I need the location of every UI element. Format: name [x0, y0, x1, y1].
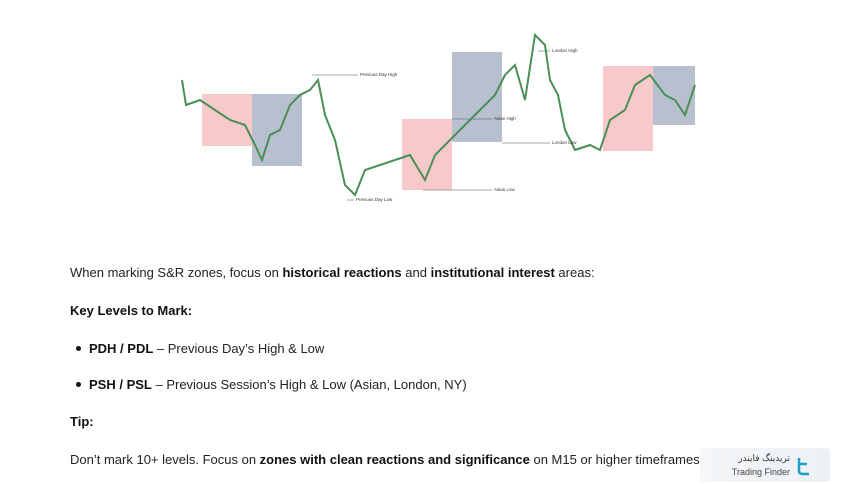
- zone: [603, 66, 653, 151]
- logo-icon: [797, 458, 809, 476]
- text: areas:: [554, 265, 595, 280]
- bullet-dot: [76, 346, 81, 351]
- bold-text: PSH / PSL: [89, 377, 152, 392]
- chart-image: Previous Day High London High Asian High…: [181, 32, 696, 202]
- text: Don’t mark 10+ levels. Focus on: [70, 452, 260, 467]
- bold-text: institutional interest: [430, 265, 555, 280]
- text: – Previous Day’s High & Low: [153, 341, 325, 356]
- level-label: Asian High: [494, 116, 516, 121]
- bold-text: zones with clean reactions and significa…: [259, 452, 530, 467]
- price-path-bear: [181, 33, 696, 196]
- logo-text: Trading Finder: [731, 467, 790, 477]
- level-label: Previous Day Low: [356, 197, 393, 202]
- logo-text: تریدینگ فایندر: [738, 453, 790, 463]
- intro: When marking S&R zones, focus on histori…: [70, 265, 595, 280]
- zone: [452, 52, 502, 142]
- zone: [653, 66, 695, 125]
- heading: Tip:: [70, 414, 94, 429]
- bullet-dot: [76, 382, 81, 387]
- bullet-item: PDH / PDL – Previous Day’s High & Low: [89, 341, 324, 356]
- level-lines: [312, 50, 550, 201]
- text: – Previous Session’s High & Low (Asian, …: [151, 377, 467, 392]
- level-label: London High: [552, 48, 578, 53]
- text: on M15 or higher timeframes.: [529, 452, 704, 467]
- heading: Key Levels to Mark:: [70, 303, 192, 318]
- heading-text: Tip:: [70, 414, 94, 429]
- zone: [252, 94, 302, 166]
- zone: [202, 94, 252, 146]
- level-label: Previous Day High: [360, 72, 398, 77]
- level-label: Asian Low: [494, 187, 516, 192]
- text: and: [401, 265, 431, 280]
- heading-text: Key Levels to Mark:: [70, 303, 193, 318]
- tip: Don’t mark 10+ levels. Focus on zones wi…: [70, 452, 703, 467]
- text: When marking S&R zones, focus on: [70, 265, 283, 280]
- bold-text: historical reactions: [282, 265, 402, 280]
- bullet-item: PSH / PSL – Previous Session’s High & Lo…: [89, 377, 467, 392]
- level-label: London Low: [552, 140, 577, 145]
- logo: تریدینگ فایندر Trading Finder: [700, 448, 830, 482]
- bold-text: PDH / PDL: [89, 341, 154, 356]
